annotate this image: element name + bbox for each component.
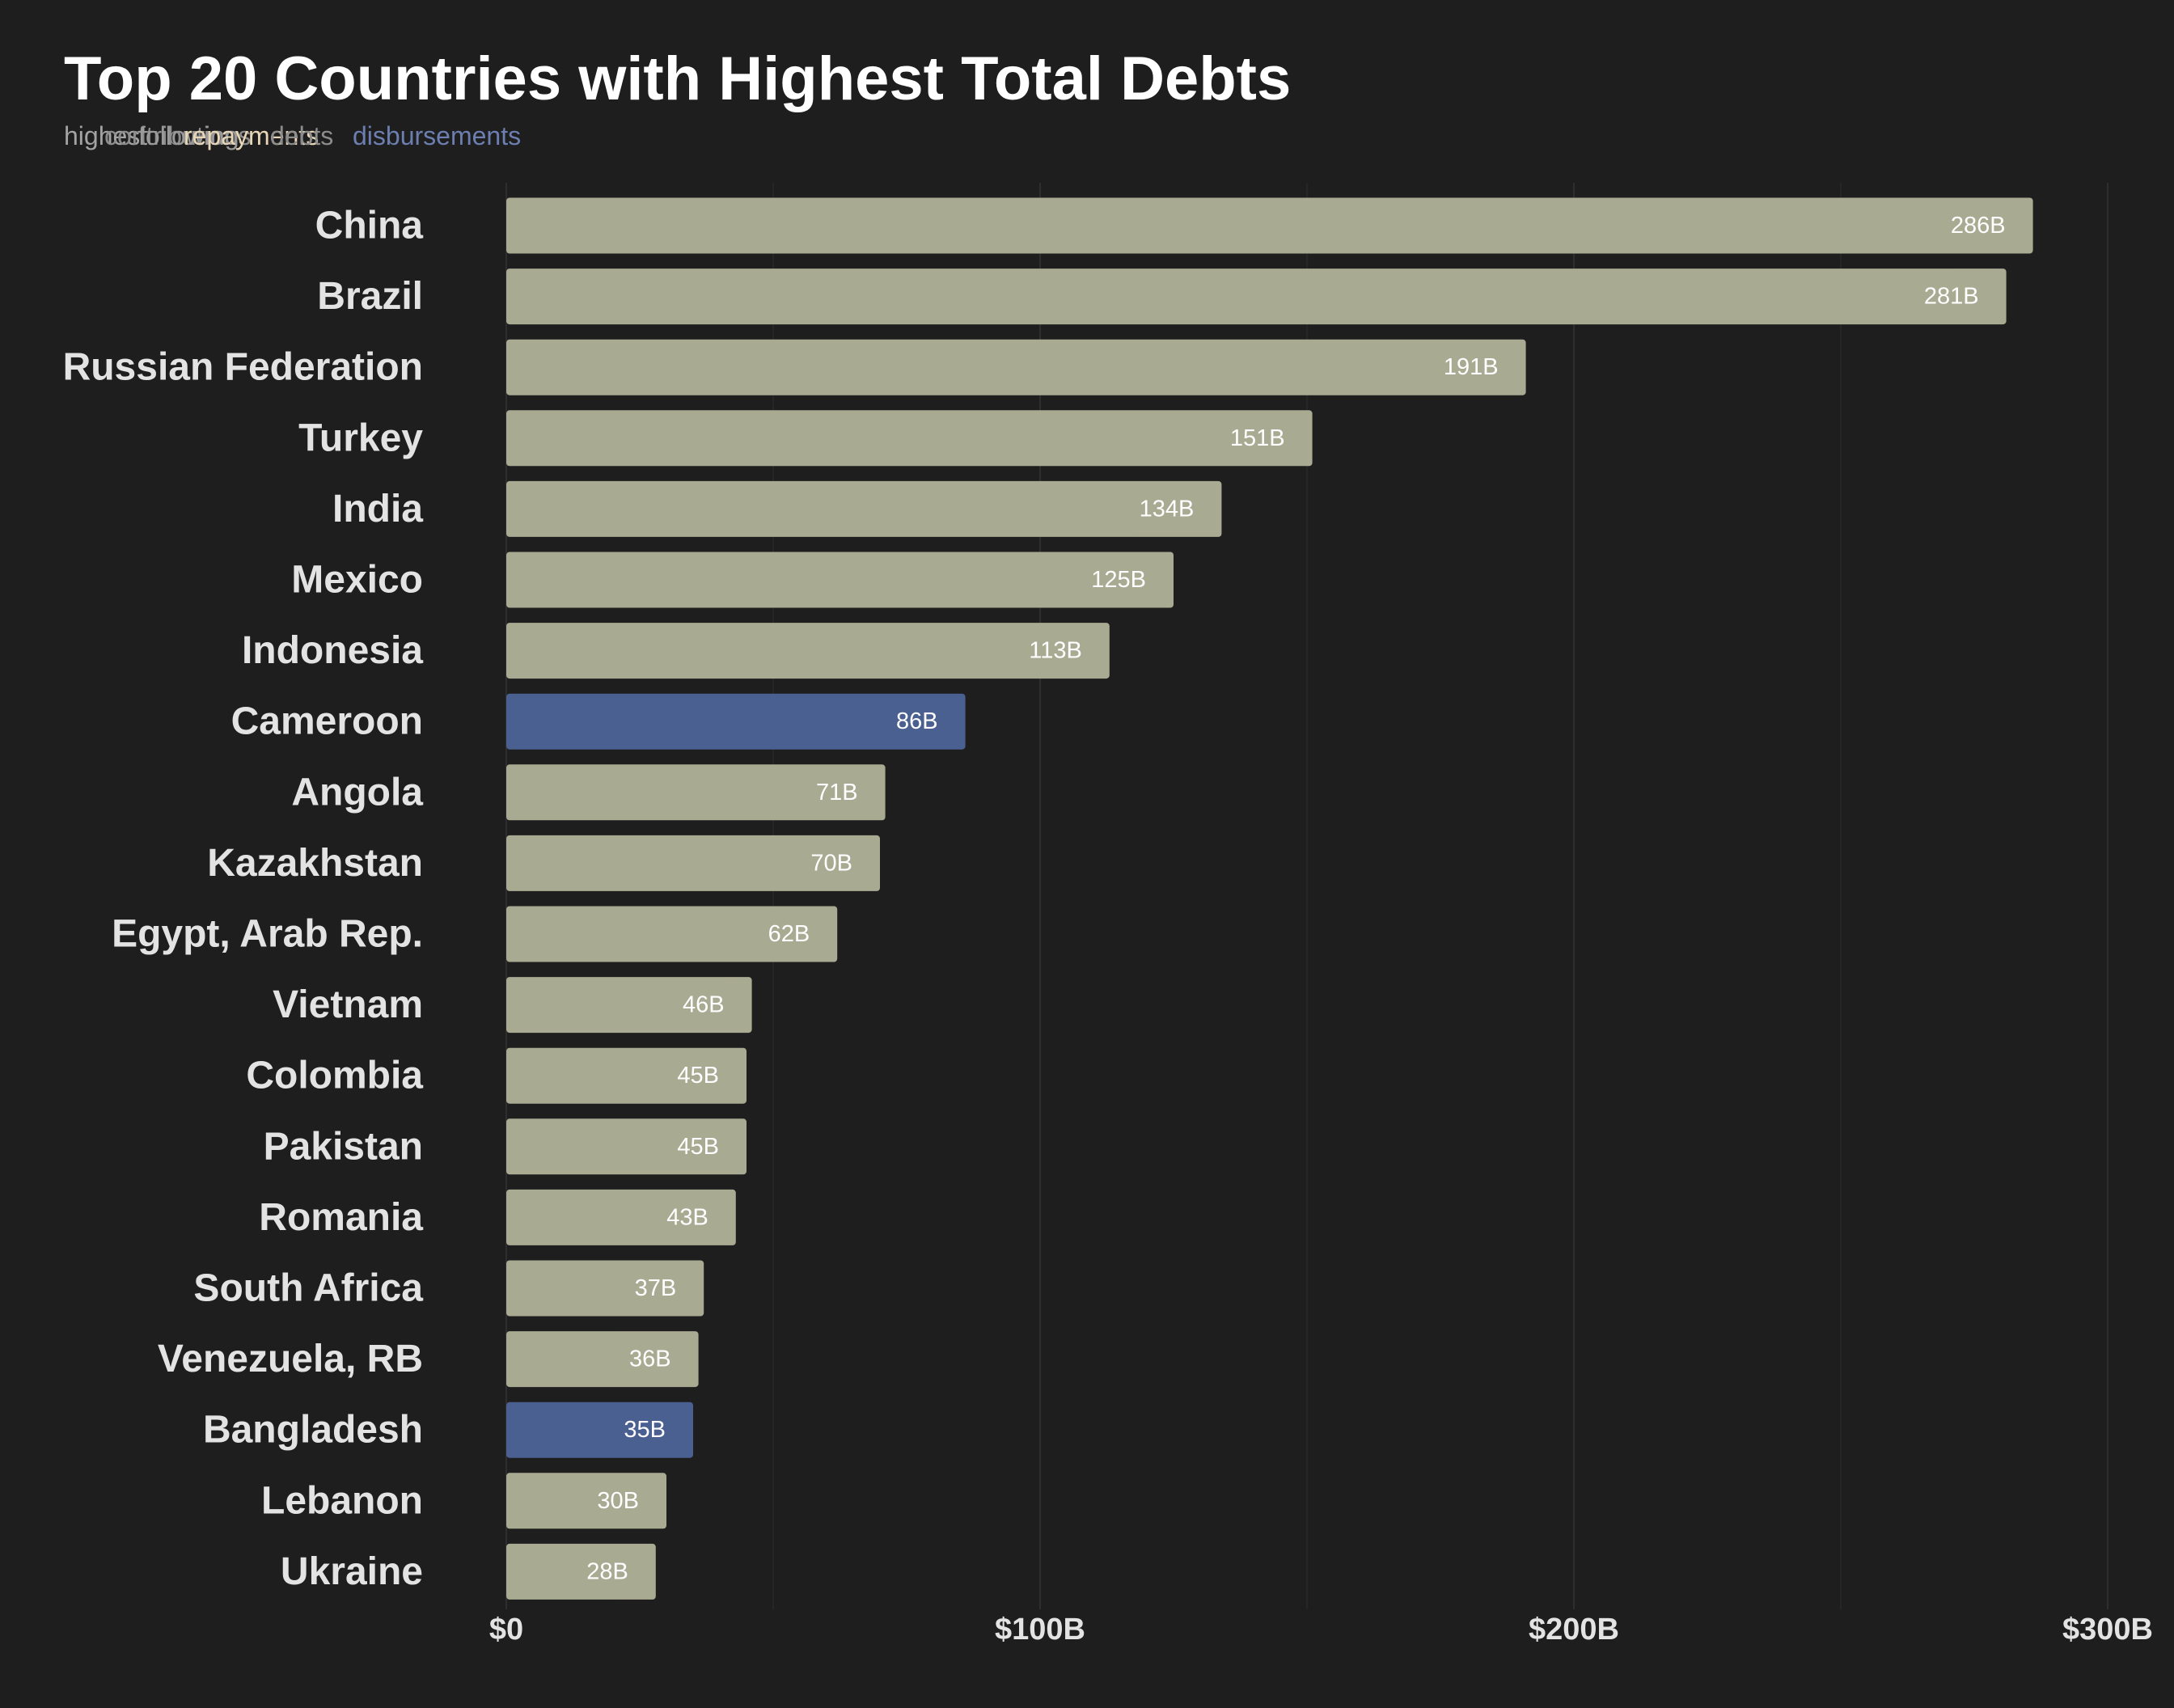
- bar: [506, 693, 966, 750]
- value-label: 71B: [816, 780, 858, 805]
- bar: [506, 1401, 693, 1458]
- category-label: Bangladesh: [203, 1409, 423, 1452]
- subtitle-word: highest: [64, 121, 148, 150]
- subtitle-word: repayments: [184, 121, 319, 150]
- category-label: Cameroon: [231, 700, 423, 743]
- bar: [506, 1331, 699, 1388]
- value-label: 86B: [896, 708, 938, 734]
- category-label: Egypt, Arab Rep.: [112, 913, 423, 956]
- bar: [506, 906, 838, 962]
- value-label: 286B: [1951, 213, 2006, 239]
- x-tick-label: $200B: [1529, 1613, 1619, 1647]
- bar: [506, 197, 2033, 254]
- value-label: 35B: [624, 1417, 666, 1443]
- category-label: South Africa: [193, 1267, 423, 1310]
- category-label: Brazil: [317, 275, 423, 318]
- category-label: Angola: [291, 771, 423, 814]
- value-label: 28B: [586, 1558, 628, 1584]
- value-label: 113B: [1029, 638, 1082, 664]
- value-label: 43B: [666, 1204, 708, 1230]
- category-label: Lebanon: [261, 1479, 423, 1522]
- x-tick-label: $0: [489, 1613, 523, 1647]
- bar: [506, 410, 1313, 467]
- value-label: 281B: [1924, 284, 1979, 310]
- category-labels: China Brazil Russian Federation Turkey India…: [63, 205, 424, 1593]
- bar: [506, 552, 1174, 608]
- category-label: Kazakhstan: [207, 842, 423, 885]
- subtitle-word: disbursements: [353, 121, 522, 150]
- value-label: 191B: [1444, 354, 1499, 380]
- bar: [506, 623, 1110, 679]
- category-label: China: [315, 205, 424, 247]
- bar: [506, 1260, 704, 1317]
- category-label: Venezuela, RB: [158, 1338, 423, 1380]
- bar: [506, 1543, 656, 1600]
- bar: [506, 1047, 747, 1104]
- x-tick-label: $300B: [2062, 1613, 2153, 1647]
- x-tick-label: $100B: [995, 1613, 1085, 1647]
- value-labels: 286B 281B 191B 151B 134B 125B 113B 86B 71B 70B 62B…: [586, 213, 2005, 1584]
- bar: [506, 1189, 736, 1245]
- category-label: Russian Federation: [63, 346, 423, 389]
- value-label: 37B: [635, 1275, 677, 1301]
- bar: [506, 1473, 666, 1529]
- bar: [506, 764, 886, 821]
- category-label: Colombia: [246, 1055, 423, 1097]
- category-label: India: [332, 488, 423, 531]
- value-label: 36B: [629, 1347, 671, 1372]
- category-label: Indonesia: [242, 629, 423, 672]
- subtitle-word: contributions: [104, 121, 252, 150]
- value-label: 45B: [677, 1063, 719, 1089]
- value-label: 125B: [1091, 567, 1146, 593]
- category-label: Vietnam: [273, 983, 423, 1026]
- value-label: 151B: [1230, 425, 1285, 451]
- grid-lines: [505, 183, 2108, 1609]
- bar: [506, 339, 1526, 395]
- value-label: 30B: [597, 1488, 639, 1514]
- category-label: Mexico: [291, 559, 423, 602]
- bar: [506, 268, 2007, 325]
- subtitle-word: debts: [270, 121, 334, 150]
- value-label: 46B: [683, 992, 725, 1018]
- category-label: Romania: [259, 1196, 423, 1239]
- bar: [506, 480, 1222, 537]
- bar: [506, 835, 880, 891]
- value-label: 62B: [768, 921, 810, 947]
- category-label: Pakistan: [264, 1125, 423, 1168]
- x-axis: $0 $100B $200B $300B: [489, 1613, 2153, 1647]
- value-label: 45B: [677, 1134, 719, 1160]
- subtitle-word: following: [138, 121, 239, 150]
- category-label: Ukraine: [281, 1550, 423, 1593]
- bar: [506, 977, 752, 1034]
- value-label: 134B: [1140, 496, 1195, 522]
- category-label: Turkey: [298, 416, 423, 459]
- value-label: 70B: [810, 850, 852, 876]
- bar: [506, 1118, 747, 1175]
- chart-title: Top 20 Countries with Highest Total Debt…: [64, 44, 1292, 113]
- bars: [506, 197, 2033, 1600]
